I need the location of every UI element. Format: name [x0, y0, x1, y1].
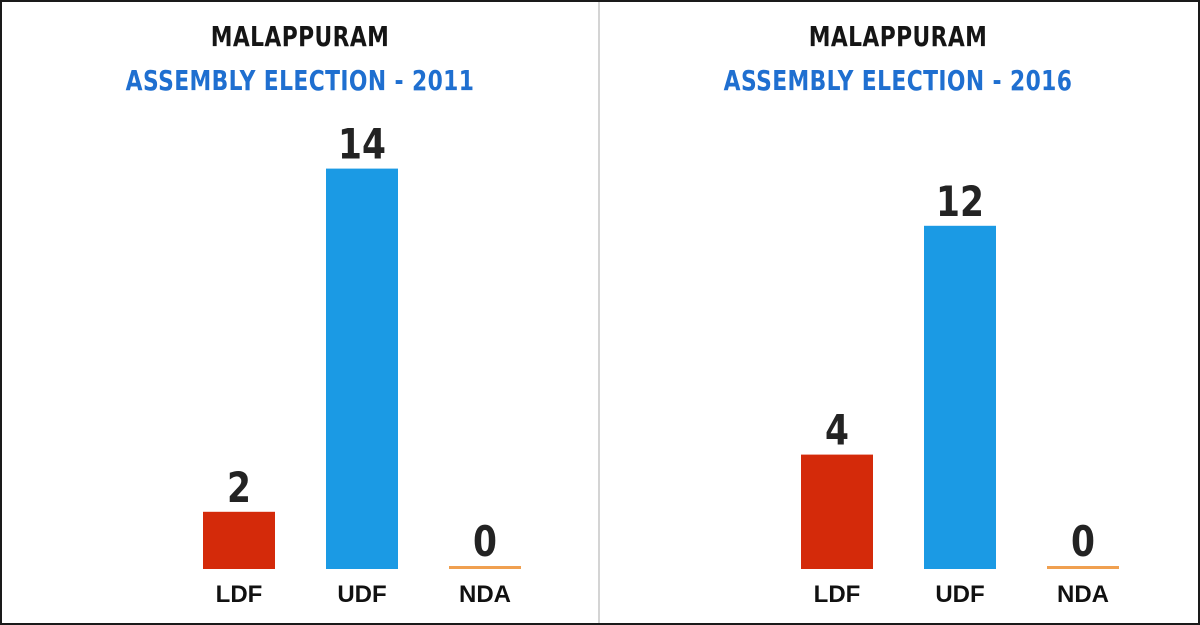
- category-label-nda: NDA: [1057, 581, 1109, 608]
- chart-title: MALAPPURAM: [210, 20, 390, 53]
- category-label-udf: UDF: [337, 581, 386, 608]
- bar-ldf: [203, 511, 275, 569]
- bar-nda: [1047, 566, 1119, 569]
- panel-divider: [598, 2, 600, 623]
- bar-ldf: [801, 454, 873, 569]
- value-label-nda: 0: [1071, 518, 1095, 567]
- chart-subtitle: ASSEMBLY ELECTION - 2011: [125, 64, 475, 97]
- chart-subtitle: ASSEMBLY ELECTION - 2016: [723, 64, 1073, 97]
- bar-udf: [924, 225, 996, 570]
- value-label-udf: 14: [338, 120, 386, 169]
- chart-title: MALAPPURAM: [808, 20, 988, 53]
- value-label-ldf: 4: [825, 406, 849, 455]
- category-label-ldf: LDF: [216, 581, 263, 608]
- category-label-udf: UDF: [935, 581, 984, 608]
- bar-chart-2016: 4 LDF 12 UDF 0 NDA: [801, 178, 1119, 608]
- value-label-udf: 12: [936, 178, 984, 227]
- value-label-nda: 0: [473, 518, 497, 567]
- category-label-ldf: LDF: [814, 581, 861, 608]
- category-label-nda: NDA: [459, 581, 511, 608]
- bar-udf: [326, 168, 398, 569]
- bar-chart-2011: 2 LDF 14 UDF 0 NDA: [203, 120, 521, 608]
- chart-panel-2011: MALAPPURAM ASSEMBLY ELECTION - 2011 2 LDF…: [2, 2, 598, 623]
- value-label-ldf: 2: [227, 464, 251, 513]
- chart-panel-2016: MALAPPURAM ASSEMBLY ELECTION - 2016 4 LDF…: [600, 2, 1196, 623]
- bar-nda: [449, 566, 521, 569]
